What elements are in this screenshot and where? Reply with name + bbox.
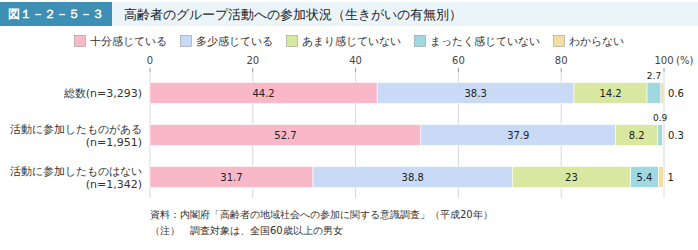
tick-label: 100 bbox=[654, 55, 673, 66]
legend-item: 十分感じている bbox=[75, 35, 167, 48]
title-row: 図１－２－５－３ 高齢者のグループ活動への参加状況（生きがいの有無別） bbox=[0, 2, 698, 26]
bar-segment bbox=[658, 167, 663, 188]
data-label: 38.8 bbox=[402, 172, 424, 183]
bar-segment bbox=[150, 125, 421, 146]
legend-item: わからない bbox=[554, 35, 624, 48]
y-axis-labels: 総数(n=3,293) 活動に参加したものがある(n=1,951) 活動に参加したも… bbox=[10, 87, 142, 191]
legend-label: わからない bbox=[569, 35, 624, 48]
legend-item: まったく感じていない bbox=[415, 35, 540, 48]
x-axis: 0 20 40 60 80 100(%) bbox=[147, 55, 694, 72]
bar-segment bbox=[647, 83, 661, 104]
bar-segment bbox=[662, 125, 664, 146]
tick-label: 20 bbox=[246, 55, 259, 66]
bar-segment bbox=[512, 167, 630, 188]
bar-segment bbox=[616, 125, 658, 146]
data-label: 38.3 bbox=[464, 88, 486, 99]
bar-segment bbox=[631, 167, 659, 188]
legend-label: 多少感じている bbox=[196, 35, 273, 48]
data-labels: 44.2 38.3 14.2 2.7 0.6 52.7 37.9 8.2 0.90.3 31.7 3… bbox=[220, 71, 684, 183]
legend-item: あまり感じていない bbox=[287, 35, 401, 48]
tick-label: 0 bbox=[147, 55, 153, 66]
legend-swatch bbox=[75, 36, 86, 47]
tick-label: 80 bbox=[555, 55, 568, 66]
bar-segment bbox=[661, 83, 664, 104]
data-label: 8.2 bbox=[629, 130, 645, 141]
legend-swatch bbox=[554, 36, 565, 47]
title: 高齢者のグループ活動への参加状況（生きがいの有無別） bbox=[124, 7, 462, 22]
tick-mark bbox=[355, 68, 356, 72]
category-label: 活動に参加したものはない(n=1,342) bbox=[10, 165, 142, 191]
bar-segment bbox=[377, 83, 574, 104]
bar-segment bbox=[150, 167, 313, 188]
tick-mark bbox=[150, 68, 151, 72]
data-label: 0.9 bbox=[653, 113, 668, 123]
bar-segment bbox=[574, 83, 647, 104]
legend: 十分感じている 多少感じている あまり感じていない まったく感じていない わからない bbox=[75, 35, 624, 48]
tick-mark bbox=[252, 68, 253, 72]
data-label: 44.2 bbox=[252, 88, 274, 99]
tick-label: 40 bbox=[349, 55, 362, 66]
tick-mark bbox=[458, 68, 459, 72]
title-band bbox=[0, 2, 698, 26]
legend-label: あまり感じていない bbox=[302, 35, 401, 48]
data-label: 2.7 bbox=[647, 71, 661, 81]
data-label: 5.4 bbox=[637, 172, 653, 183]
bar-segment bbox=[421, 125, 616, 146]
figure-label: 図１－２－５－３ bbox=[8, 7, 104, 21]
bar-segment bbox=[313, 167, 512, 188]
legend-item: 多少感じている bbox=[181, 35, 273, 48]
bar-segment bbox=[150, 83, 377, 104]
legend-label: 十分感じている bbox=[90, 35, 167, 48]
legend-swatch bbox=[415, 36, 426, 47]
bar-segment bbox=[658, 125, 663, 146]
data-label: 37.9 bbox=[507, 130, 529, 141]
data-label: 52.7 bbox=[274, 130, 296, 141]
legend-label: まったく感じていない bbox=[430, 35, 540, 48]
data-label: 1 bbox=[667, 172, 673, 183]
tick-mark bbox=[561, 68, 562, 72]
legend-swatch bbox=[181, 36, 192, 47]
data-label: 0.3 bbox=[668, 130, 684, 141]
data-label: 31.7 bbox=[220, 172, 242, 183]
legend-swatch bbox=[287, 36, 298, 47]
data-label: 14.2 bbox=[599, 88, 621, 99]
data-label: 23 bbox=[565, 172, 578, 183]
chart: 図１－２－５－３ 高齢者のグループ活動への参加状況（生きがいの有無別） 十分感じてい… bbox=[0, 0, 698, 250]
x-axis-label: (%) bbox=[676, 55, 693, 66]
note: （注） 調査対象は、全国60歳以上の男女 bbox=[150, 225, 343, 236]
bars bbox=[150, 83, 664, 188]
notes: 資料：内閣府「高齢者の地域社会への参加に関する意識調査」（平成20年） （注） 調… bbox=[150, 209, 493, 236]
note: 資料：内閣府「高齢者の地域社会への参加に関する意識調査」（平成20年） bbox=[150, 209, 493, 220]
figure-label-box bbox=[0, 2, 112, 26]
data-label: 0.6 bbox=[668, 88, 684, 99]
tick-label: 60 bbox=[452, 55, 465, 66]
tick-mark bbox=[664, 68, 665, 72]
x-grid bbox=[150, 72, 664, 198]
category-label: 総数(n=3,293) bbox=[63, 87, 142, 100]
category-label: 活動に参加したものがある(n=1,951) bbox=[10, 123, 142, 149]
